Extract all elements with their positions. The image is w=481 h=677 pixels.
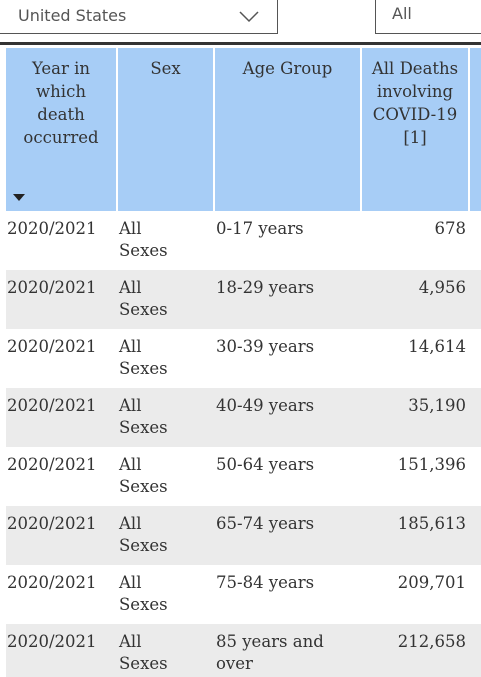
table-cell: All Sexes [119,219,168,260]
table-cell: 209,701 [397,573,466,592]
table-cell: 2020/2021 [7,396,97,415]
table-cell: 2020/2021 [7,278,97,297]
table-cell: 2020/2021 [7,632,97,651]
table-cell: 75-84 years [216,573,315,592]
data-table: Year in which death occurred Sex Age Group… [0,42,481,677]
table-cell: 50-64 years [216,455,315,474]
table-row: 2020/2021 All Sexes 18-29 years 4,956 [6,270,481,329]
table-cell: 2020/2021 [7,514,97,533]
table-cell: All Sexes [119,573,168,614]
table-header: Year in which death occurred Sex Age Group… [6,48,481,211]
sort-arrow[interactable] [13,194,25,202]
table-row: 2020/2021 All Sexes 0-17 years 678 [6,211,481,270]
column-header: All Deaths involving COVID-19 [1] [362,48,470,211]
chevron [239,11,259,23]
table-cell: All Sexes [119,337,168,378]
table-row: 2020/2021 All Sexes 85 years and over 212,6… [6,624,481,677]
table-cell: 65-74 years [216,514,315,533]
table-row: 2020/2021 All Sexes 30-39 years 14,614 [6,329,481,388]
table-cell: All Sexes [119,278,168,319]
table-cell: 35,190 [408,396,466,415]
table-cell: 40-49 years [216,396,315,415]
table-cell: All Sexes [119,514,168,555]
table-cell: All Sexes [119,396,168,437]
table-row: 2020/2021 All Sexes 75-84 years 209,701 [6,565,481,624]
column-header: Sex [118,48,215,211]
table-row: 2020/2021 All Sexes 40-49 years 35,190 [6,388,481,447]
table-cell: 2020/2021 [7,455,97,474]
country-dropdown[interactable]: United States [0,0,278,34]
table-cell: 2020/2021 [7,219,97,238]
table-cell: All Sexes [119,632,168,673]
table-row: 2020/2021 All Sexes 50-64 years 151,396 [6,447,481,506]
filter-dropdown[interactable]: All [375,0,481,34]
dropdown-value: United States [18,6,127,25]
dropdown-value: All [392,4,412,23]
table-cell: 212,658 [397,632,466,651]
column-header: Age Group [215,48,362,211]
table-cell: All Sexes [119,455,168,496]
table-cell: 4,956 [418,278,466,297]
table-cell: 185,613 [397,514,466,533]
table-cell: 2020/2021 [7,573,97,592]
table-cell: 14,614 [408,337,466,356]
table-cell: 151,396 [397,455,466,474]
table-cell: 30-39 years [216,337,315,356]
table-cell: 0-17 years [216,219,304,238]
table-row: 2020/2021 All Sexes 65-74 years 185,613 [6,506,481,565]
column-header: Year in which death occurred [6,48,118,211]
table-cell: 18-29 years [216,278,315,297]
table-cell: 678 [434,219,467,238]
table-cell: 2020/2021 [7,337,97,356]
table-cell: 85 years and over [216,632,324,673]
